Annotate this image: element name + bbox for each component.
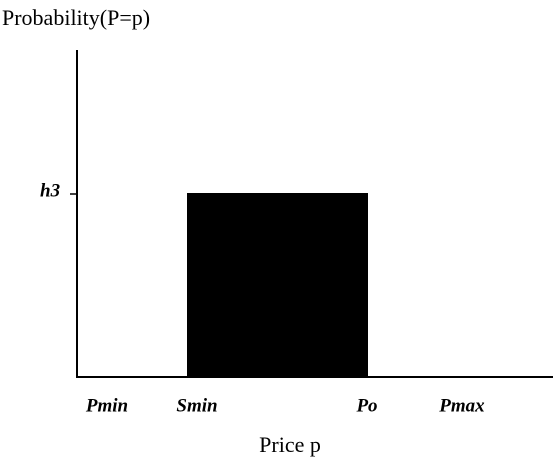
x-axis-title: Price p [259,432,321,457]
y-axis-title: Probability(P=p) [2,5,150,30]
x-tick-label: Pmax [438,395,485,416]
x-tick-label: Po [355,395,377,416]
x-tick-label: Pmin [85,395,128,416]
probability-block [187,193,368,377]
y-tick-label: h3 [40,180,60,201]
x-tick-label: Smin [176,395,217,416]
